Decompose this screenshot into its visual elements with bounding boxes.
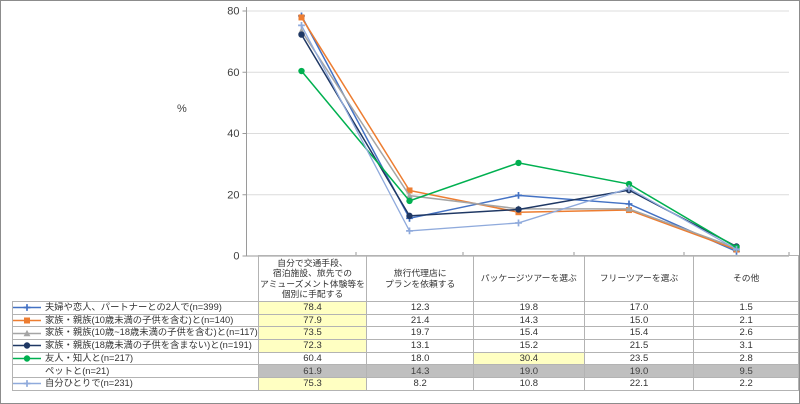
value-cell: 10.8 [473,377,585,391]
column-header-3: フリーツアーを選ぶ [583,255,695,302]
value-cell: 21.5 [583,339,695,353]
y-tick-label: 20 [227,189,239,201]
value-cell: 2.8 [693,351,799,366]
y-tick-label: 80 [227,6,239,18]
value-cell: 1.5 [693,301,799,315]
value-cell: 8.2 [366,377,474,391]
series-label-cell: 家族・親族(10歳未満の子供を含む)と(n=140) [12,313,259,328]
table-row: 家族・親族(10歳~18歳未満の子供を含む)と(n=117) 73.5 19.7 15… [12,326,799,341]
circle-marker [406,212,413,220]
table-row: 自分ひとりで(n=231) 75.3 8.2 10.8 22.1 2.2 [12,377,799,391]
value-cell: 19.7 [366,326,474,341]
value-cell: 72.3 [257,339,368,353]
table-row: 夫婦や恋人、パートナーとの2人で(n=399) 78.4 12.3 19.8 17.0 1… [12,301,799,315]
value-cell: 15.4 [473,326,585,341]
legend-swatch [13,355,41,362]
circle-marker [625,180,633,188]
value-cell: 73.5 [257,326,368,341]
square-marker [24,317,30,324]
table-row: 家族・親族(18歳未満の子供を含まない)と(n=191) 72.3 13.1 15.2… [12,339,799,353]
value-cell: 19.0 [473,364,585,379]
value-cell: 30.4 [473,351,585,366]
column-header-4: その他 [693,255,799,302]
circle-marker [298,31,305,38]
series-name: 家族・親族(10歳未満の子供を含む)と(n=140) [45,314,234,325]
value-cell: 77.9 [257,313,368,328]
value-cell: 15.4 [583,326,695,341]
y-tick-label: 40 [227,128,239,140]
series-label-cell: 友人・知人と(n=217) [12,351,259,366]
square-marker [298,14,305,21]
triangle-marker [23,329,31,336]
plus-marker [23,304,31,312]
series-name: 家族・親族(18歳未満の子供を含まない)と(n=191) [45,340,252,351]
value-cell: 2.1 [693,313,799,328]
legend-swatch [13,342,41,349]
value-cell: 60.4 [257,351,368,366]
value-cell: 19.0 [583,364,695,379]
circle-marker [23,342,31,349]
value-cell: 15.2 [473,339,585,353]
series-name: 夫婦や恋人、パートナーとの2人で(n=399) [45,302,222,313]
circle-marker [515,206,522,213]
y-axis-label: % [177,103,187,115]
table-row: ペットと(n=21) 61.9 14.3 19.0 19.0 9.5 [12,364,799,379]
table-row: 友人・知人と(n=217) 60.4 18.0 30.4 23.5 2.8 [12,351,799,366]
series-name: 家族・親族(10歳~18歳未満の子供を含む)と(n=117) [45,327,258,338]
column-header-1: 旅行代理店に プランを依頼する [366,255,474,302]
triangle-marker [625,205,633,212]
value-cell: 2.2 [693,377,799,391]
value-cell: 2.6 [693,326,799,341]
series-name: 友人・知人と(n=217) [45,352,134,363]
circle-marker [23,355,31,362]
plus-marker [625,184,633,192]
series-name: 自分ひとりで(n=231) [45,378,133,389]
plus-marker [23,380,31,388]
legend-swatch [13,380,41,388]
table-row: 家族・親族(10歳未満の子供を含む)と(n=140) 77.9 21.4 14.3 15… [12,313,799,328]
column-header-0: 自分で交通手段、 宿泊施設、旅先での アミューズメント体験等を 個別に手配する [257,255,368,302]
value-cell: 15.0 [583,313,695,328]
legend-swatch [13,317,41,324]
series-label-cell: ペットと(n=21) [12,364,259,379]
value-cell: 3.1 [693,339,799,353]
value-cell: 23.5 [583,351,695,366]
value-cell: 19.8 [473,301,585,315]
data-table: 自分で交通手段、 宿泊施設、旅先での アミューズメント体験等を 個別に手配する旅… [12,255,799,391]
y-tick-label: 60 [227,67,239,79]
legend-swatch [13,329,41,336]
value-cell: 13.1 [366,339,474,353]
circle-marker [515,159,522,167]
plus-marker [298,21,305,29]
value-cell: 9.5 [693,364,799,379]
value-cell: 17.0 [583,301,695,315]
square-marker [406,187,413,194]
value-cell: 18.0 [366,351,474,366]
circle-marker [298,67,305,75]
plus-marker [406,227,413,235]
plus-marker [733,245,740,253]
value-cell: 75.3 [257,377,368,391]
value-cell: 21.4 [366,313,474,328]
circle-marker [406,197,413,205]
plus-marker [515,191,522,199]
value-cell: 14.3 [366,364,474,379]
value-cell: 14.3 [473,313,585,328]
series-name: ペットと(n=21) [45,365,110,376]
column-header-2: パッケージツアーを選ぶ [473,255,585,302]
series-label-cell: 夫婦や恋人、パートナーとの2人で(n=399) [12,301,259,315]
table-corner-cell [12,255,259,302]
legend-swatch [13,304,41,312]
series-label-cell: 家族・親族(18歳未満の子供を含まない)と(n=191) [12,339,259,353]
triangle-marker [406,192,413,199]
value-cell: 22.1 [583,377,695,391]
value-cell: 78.4 [257,301,368,315]
series-label-cell: 自分ひとりで(n=231) [12,377,259,391]
table-header: 自分で交通手段、 宿泊施設、旅先での アミューズメント体験等を 個別に手配する旅… [12,255,799,302]
plus-marker [515,219,522,227]
value-cell: 61.9 [257,364,368,379]
value-cell: 12.3 [366,301,474,315]
series-label-cell: 家族・親族(10歳~18歳未満の子供を含む)と(n=117) [12,326,259,341]
